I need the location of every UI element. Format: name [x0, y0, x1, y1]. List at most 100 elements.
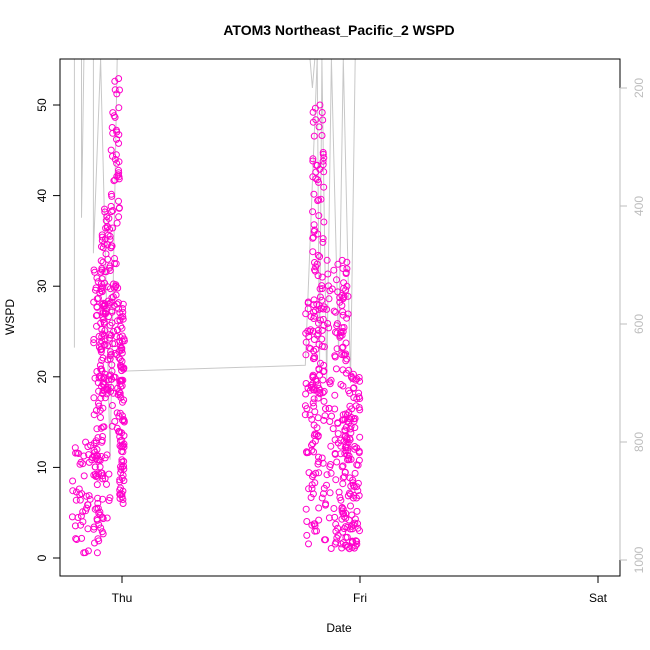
data-point [101, 370, 109, 378]
data-point [320, 218, 328, 226]
data-point [332, 520, 340, 528]
data-point [119, 500, 127, 507]
data-point [342, 269, 350, 277]
data-point [119, 496, 127, 503]
data-point [99, 390, 107, 398]
data-point [104, 231, 112, 239]
data-point [332, 476, 340, 484]
data-point [326, 378, 334, 386]
data-point [119, 315, 127, 323]
y2-tick-label: 200 [632, 78, 646, 98]
data-point [310, 190, 318, 198]
y-axis-label: WSPD [3, 299, 17, 335]
data-point [72, 449, 80, 457]
data-point [323, 481, 330, 489]
data-point [305, 344, 313, 352]
data-point [316, 293, 324, 301]
data-point [355, 456, 363, 464]
data-point [337, 450, 345, 458]
data-point [310, 402, 318, 410]
data-point [116, 342, 124, 350]
data-point [310, 132, 318, 140]
data-point [332, 365, 340, 373]
data-point [323, 256, 331, 264]
data-point [118, 429, 126, 437]
data-point [99, 283, 107, 291]
data-point [345, 545, 353, 553]
y2-axis-ticks: 200 400 600 800 1000 [620, 78, 646, 573]
depth-line [316, 58, 360, 384]
data-point [311, 520, 319, 528]
data-point [116, 490, 124, 498]
data-point [97, 340, 105, 348]
data-point [85, 492, 93, 500]
data-point [116, 476, 124, 484]
data-point [313, 431, 320, 438]
data-point [106, 235, 114, 243]
data-point [327, 442, 335, 450]
wspd-point-series [68, 75, 364, 557]
data-point [350, 483, 358, 490]
data-point [77, 458, 85, 466]
data-point [97, 319, 105, 327]
data-point [316, 101, 324, 109]
data-point [313, 424, 321, 432]
data-point [106, 352, 114, 360]
data-point [347, 422, 355, 430]
data-point [338, 302, 346, 309]
data-point [90, 525, 98, 533]
data-point [320, 397, 328, 405]
data-point [340, 279, 348, 287]
data-point [356, 433, 364, 441]
data-point [345, 366, 353, 374]
data-point [349, 476, 357, 484]
data-point [311, 259, 318, 266]
data-point [110, 328, 117, 335]
data-point [87, 441, 95, 449]
data-point [305, 333, 313, 340]
data-point [339, 462, 347, 470]
data-point [116, 356, 124, 364]
data-point [118, 447, 126, 455]
data-point [324, 270, 332, 278]
data-point [86, 495, 94, 503]
data-point [333, 276, 340, 284]
data-point [319, 150, 327, 158]
data-point [351, 519, 359, 527]
y2-tick-label: 400 [632, 196, 646, 216]
data-point [339, 343, 347, 351]
data-point [337, 496, 345, 504]
data-point [319, 315, 327, 323]
data-point [309, 399, 317, 407]
data-point [340, 293, 348, 300]
data-point [314, 433, 322, 440]
data-point [96, 457, 104, 464]
data-point [316, 165, 324, 173]
data-point [354, 487, 362, 495]
data-point [81, 549, 89, 557]
data-point [319, 238, 327, 246]
data-point [97, 280, 105, 288]
data-point [341, 433, 349, 441]
data-point [77, 521, 85, 529]
data-point [82, 438, 90, 446]
x-tick-label: Thu [112, 591, 133, 605]
data-point [320, 416, 328, 424]
data-point [314, 414, 322, 422]
data-point [348, 414, 355, 421]
data-point [309, 355, 317, 363]
data-point [311, 267, 319, 275]
data-point [93, 425, 101, 433]
data-point [318, 296, 326, 304]
data-point [315, 212, 323, 220]
data-point [309, 208, 317, 216]
data-point [320, 303, 328, 311]
data-point [99, 433, 106, 440]
data-point [325, 282, 332, 290]
data-point [339, 311, 347, 319]
data-point [339, 480, 347, 488]
data-point [111, 176, 119, 184]
data-point [350, 491, 358, 499]
data-point [93, 481, 101, 489]
data-point [341, 469, 349, 476]
